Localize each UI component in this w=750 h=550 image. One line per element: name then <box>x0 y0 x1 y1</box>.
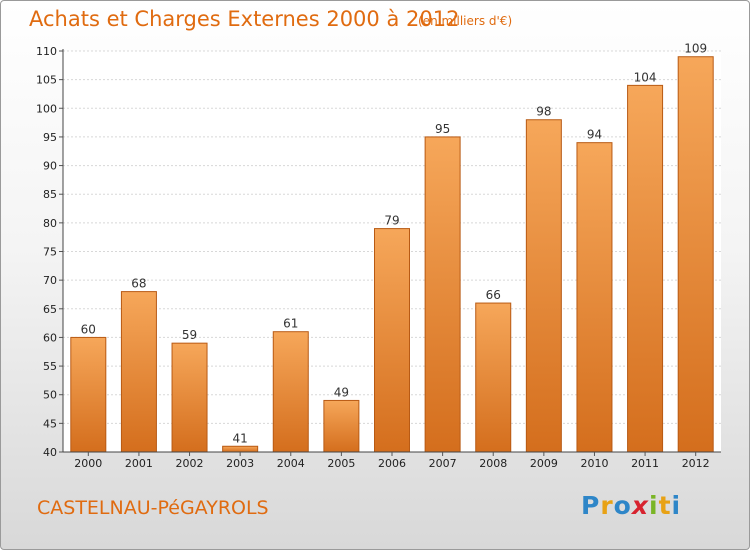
y-tick-label: 75 <box>43 246 57 259</box>
value-label: 79 <box>384 214 399 228</box>
value-label: 98 <box>536 105 551 119</box>
x-tick-label: 2011 <box>631 457 659 470</box>
bar <box>171 342 208 453</box>
bar <box>272 331 309 453</box>
x-tick-label: 2000 <box>74 457 102 470</box>
y-tick-label: 110 <box>36 45 57 58</box>
value-label: 66 <box>486 288 501 302</box>
y-tick-label: 90 <box>43 160 57 173</box>
bar <box>475 302 512 453</box>
y-tick-label: 70 <box>43 274 57 287</box>
bar <box>525 119 562 453</box>
y-tick-label: 95 <box>43 131 57 144</box>
bar <box>70 336 107 453</box>
x-tick-label: 2008 <box>479 457 507 470</box>
bar <box>576 142 613 453</box>
y-tick-label: 65 <box>43 303 57 316</box>
bar <box>374 228 410 453</box>
x-axis: 2000 2001 2002 2003 2004 2005 2006 2007 2008 2009… <box>74 452 710 470</box>
y-tick-label: 80 <box>43 217 57 230</box>
bar <box>627 84 664 453</box>
value-label: 61 <box>283 317 298 331</box>
value-label: 60 <box>81 322 96 336</box>
value-label: 49 <box>334 385 349 399</box>
commune-name: CASTELNAU-PéGAYROLS <box>37 497 269 519</box>
x-tick-label: 2012 <box>682 457 710 470</box>
bar <box>677 56 714 453</box>
value-label: 109 <box>684 42 707 56</box>
proxiti-logo: Proxiti <box>581 491 682 520</box>
y-axis: 40 45 50 55 60 65 70 75 80 85 90 95 100 105 110 <box>36 45 721 459</box>
x-tick-label: 2003 <box>226 457 254 470</box>
x-tick-label: 2006 <box>378 457 406 470</box>
y-tick-label: 55 <box>43 360 57 373</box>
y-tick-label: 50 <box>43 389 57 402</box>
y-tick-label: 45 <box>43 417 57 430</box>
y-tick-label: 60 <box>43 331 57 344</box>
x-tick-label: 2007 <box>429 457 457 470</box>
y-tick-label: 105 <box>36 74 57 87</box>
x-tick-label: 2009 <box>530 457 558 470</box>
value-label: 95 <box>435 122 450 136</box>
y-tick-label: 40 <box>43 446 57 459</box>
bar <box>222 445 259 453</box>
bar <box>424 136 461 453</box>
chart-title: Achats et Charges Externes 2000 à 2012 <box>29 7 460 31</box>
x-tick-label: 2002 <box>176 457 204 470</box>
value-label: 41 <box>233 431 248 445</box>
bar <box>323 399 360 453</box>
x-tick-label: 2001 <box>125 457 153 470</box>
bar <box>120 291 157 453</box>
value-label: 104 <box>634 70 657 84</box>
bars <box>70 56 714 453</box>
x-tick-label: 2004 <box>277 457 305 470</box>
y-tick-label: 85 <box>43 188 57 201</box>
value-labels: 60 68 59 41 61 49 79 95 66 98 94 104 109 <box>81 42 707 446</box>
value-label: 59 <box>182 328 197 342</box>
y-tick-label: 100 <box>36 102 57 115</box>
value-label: 94 <box>587 128 602 142</box>
chart-subtitle: (en milliers d'€) <box>418 14 513 28</box>
x-tick-label: 2005 <box>327 457 355 470</box>
value-label: 68 <box>131 277 146 291</box>
x-tick-label: 2010 <box>580 457 608 470</box>
